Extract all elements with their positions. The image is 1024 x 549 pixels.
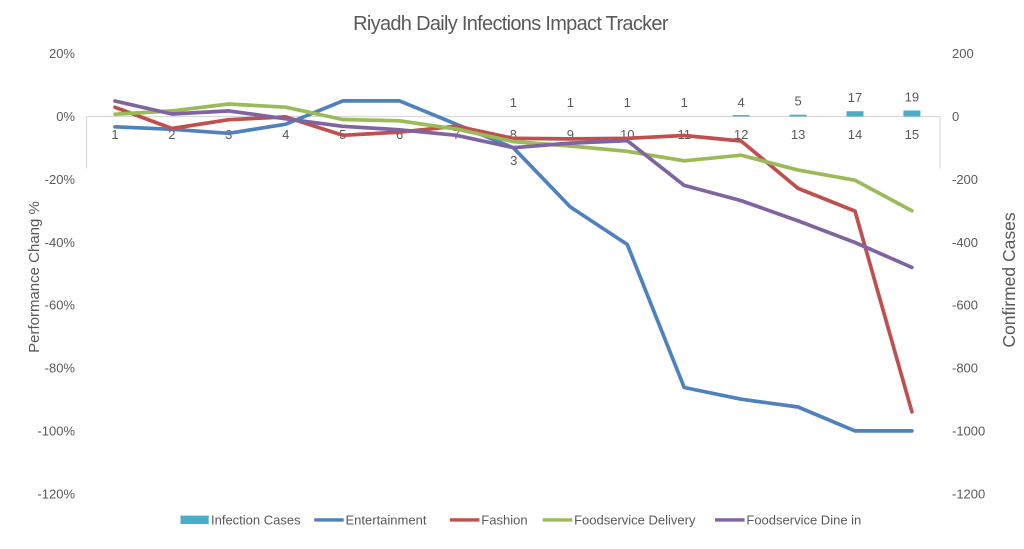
svg-text:12: 12 bbox=[734, 127, 748, 142]
svg-text:1: 1 bbox=[624, 95, 631, 110]
svg-text:Confirmed Cases: Confirmed Cases bbox=[999, 212, 1019, 347]
svg-text:0%: 0% bbox=[56, 109, 75, 124]
svg-text:Foodservice Dine in: Foodservice Dine in bbox=[746, 513, 861, 528]
svg-text:-100%: -100% bbox=[37, 423, 75, 438]
svg-text:-60%: -60% bbox=[45, 298, 76, 313]
svg-text:4: 4 bbox=[737, 95, 744, 110]
svg-text:1: 1 bbox=[681, 95, 688, 110]
svg-text:19: 19 bbox=[905, 89, 919, 104]
svg-text:20%: 20% bbox=[49, 46, 75, 61]
svg-text:Foodservice Delivery: Foodservice Delivery bbox=[574, 513, 696, 528]
svg-text:8: 8 bbox=[510, 127, 517, 142]
svg-text:1: 1 bbox=[111, 127, 118, 142]
svg-text:-80%: -80% bbox=[45, 361, 76, 376]
svg-text:Entertainment: Entertainment bbox=[346, 513, 427, 528]
svg-text:Infection Cases: Infection Cases bbox=[211, 513, 301, 528]
svg-text:1: 1 bbox=[510, 95, 517, 110]
svg-text:15: 15 bbox=[905, 127, 919, 142]
svg-text:9: 9 bbox=[567, 127, 574, 142]
svg-text:-1000: -1000 bbox=[952, 423, 985, 438]
svg-text:17: 17 bbox=[848, 90, 862, 105]
svg-text:-120%: -120% bbox=[37, 486, 75, 501]
svg-text:-400: -400 bbox=[952, 235, 978, 250]
svg-text:6: 6 bbox=[396, 127, 403, 142]
svg-text:0: 0 bbox=[952, 109, 959, 124]
svg-text:2: 2 bbox=[168, 127, 175, 142]
svg-text:Fashion: Fashion bbox=[481, 513, 527, 528]
svg-text:-200: -200 bbox=[952, 172, 978, 187]
svg-text:-1200: -1200 bbox=[952, 486, 985, 501]
svg-text:5: 5 bbox=[794, 94, 801, 109]
svg-text:-40%: -40% bbox=[45, 235, 76, 250]
svg-text:200: 200 bbox=[952, 46, 974, 61]
svg-text:1: 1 bbox=[567, 95, 574, 110]
svg-text:-20%: -20% bbox=[45, 172, 76, 187]
svg-text:4: 4 bbox=[282, 127, 289, 142]
svg-text:13: 13 bbox=[791, 127, 805, 142]
svg-text:-800: -800 bbox=[952, 361, 978, 376]
svg-text:14: 14 bbox=[848, 127, 862, 142]
svg-text:Performance Chang %: Performance Chang % bbox=[26, 201, 43, 353]
svg-text:3: 3 bbox=[510, 153, 517, 168]
svg-text:Riyadh Daily Infections Impact: Riyadh Daily Infections Impact Tracker bbox=[353, 13, 669, 35]
svg-text:-600: -600 bbox=[952, 298, 978, 313]
